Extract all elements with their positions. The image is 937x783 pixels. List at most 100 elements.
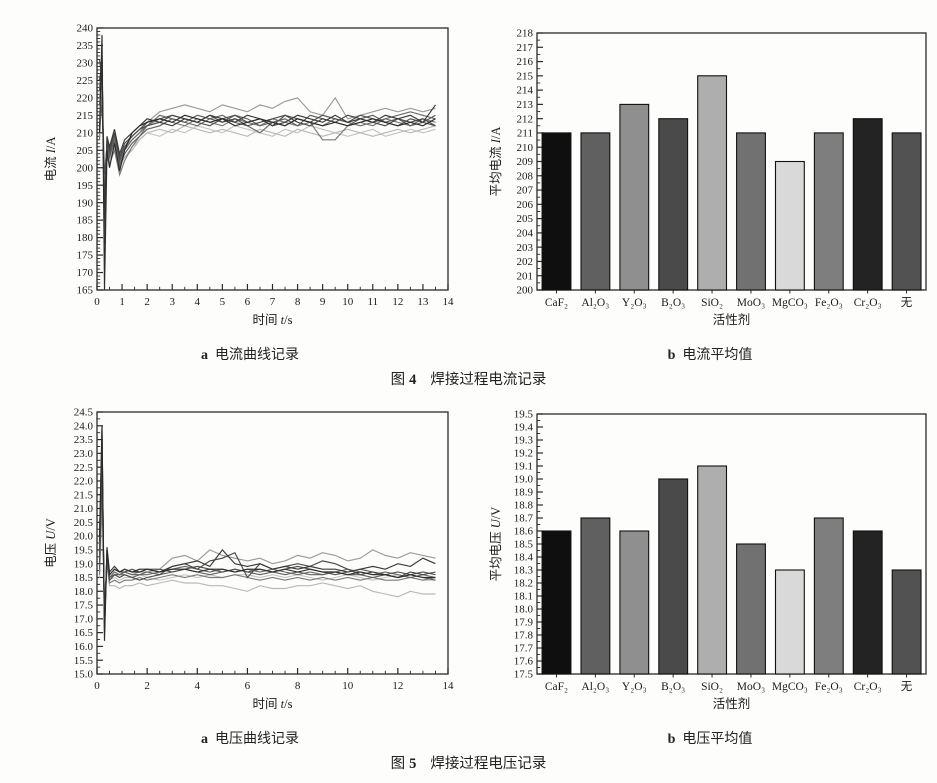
current-bars-group: 200 201 202 203 204 205 206 207 208 209 210 211 212 2…: [489, 28, 927, 327]
y-axis-title: 电流 I/A: [44, 137, 58, 182]
x-axis-title: 活性剂: [713, 312, 751, 327]
bar-6: [774, 160, 805, 291]
y-tick-label: 165: [77, 285, 94, 297]
category-label: Al₂O₃: [581, 297, 609, 309]
x-tick-label: 4: [195, 296, 201, 308]
y-axis-title: 电压 U/V: [44, 518, 58, 568]
x-axis: CaF₂ Al₂O₃ Y₂O₃ B₂O₃ SiO₂ MoO₃ MgCO₃ Fe₂O₃ Cr₂O₃…: [545, 674, 913, 711]
figure-number: 4: [409, 372, 417, 388]
bar-4: [697, 465, 728, 675]
series-line-6: [98, 55, 436, 245]
y-tick-label: 201: [517, 270, 534, 282]
y-tick-label: 210: [517, 142, 534, 154]
y-axis: 15.0 15.5 16.0 16.5 17.017.5 18.0 18.5 19.0 19.5…: [44, 407, 103, 681]
x-tick-label: 7: [270, 296, 276, 308]
bar-9: [891, 569, 922, 675]
category-label: Cr₂O₃: [854, 681, 882, 693]
series-line-5: [98, 458, 436, 619]
y-tick-label: 215: [517, 70, 534, 82]
y-tick-label: 18.0: [514, 604, 534, 616]
bar-7: [813, 517, 844, 675]
subcaption-b-voltage: b 电压平均值: [485, 728, 935, 748]
bar-2: [619, 530, 650, 675]
series-line-0: [98, 467, 436, 611]
y-tick-label: 208: [517, 170, 534, 182]
y-tick-label: 18.8: [514, 500, 534, 512]
series-line-9: [98, 34, 436, 291]
y-tick-label: 17.5: [74, 600, 94, 612]
y-tick-label: 22.0: [74, 476, 94, 488]
category-label: Y₂O₃: [622, 681, 647, 693]
x-tick-label: 12: [392, 680, 403, 692]
x-tick-label: 14: [443, 680, 455, 692]
subcaption-letter: a: [201, 732, 208, 747]
subcaption-a-current: a 电流曲线记录: [40, 344, 460, 364]
y-tick-label: 185: [77, 215, 94, 227]
y-tick-label: 175: [77, 250, 94, 262]
x-tick-label: 6: [245, 680, 251, 692]
category-label: CaF₂: [545, 297, 568, 309]
y-tick-label: 19.5: [74, 544, 94, 556]
figure5-caption: 图 5 焊接过程电压记录: [0, 752, 937, 773]
y-axis-title: 平均电流 I/A: [489, 127, 503, 197]
figure-word: 图: [390, 756, 406, 772]
x-tick-label: 4: [195, 680, 201, 692]
y-tick-label: 215: [77, 110, 94, 122]
y-axis: 165 170 175 180 185 190 195 200 205 210 215 220 225 2…: [44, 23, 103, 297]
series-line-7: [98, 472, 436, 614]
y-tick-label: 209: [517, 156, 534, 168]
x-tick-label: 8: [295, 296, 301, 308]
figure4-caption: 图 4 焊接过程电流记录: [0, 368, 937, 389]
current-line-chart: 1651701751801851901952002052102152202252…: [44, 23, 454, 327]
series-line-3: [98, 486, 436, 608]
y-tick-label: 204: [517, 227, 534, 239]
y-tick-label: 24.0: [74, 420, 94, 432]
figure-title: 焊接过程电流记录: [430, 372, 547, 388]
y-tick-label: 212: [517, 113, 534, 125]
y-tick-label: 18.7: [514, 513, 534, 525]
category-label: CaF₂: [545, 681, 568, 693]
y-tick-label: 17.7: [514, 643, 534, 655]
bar-1: [580, 517, 611, 675]
y-tick-label: 15.5: [74, 655, 94, 667]
subcaption-b-current: b 电流平均值: [485, 344, 935, 364]
y-tick-label: 18.5: [74, 572, 94, 584]
x-tick-label: 3: [169, 296, 175, 308]
series-line-4: [98, 453, 436, 622]
figure-number: 5: [409, 756, 417, 772]
bar-0: [541, 132, 572, 291]
category-label: Cr₂O₃: [854, 297, 882, 309]
x-tick-label: 2: [144, 680, 150, 692]
y-tick-label: 17.9: [514, 617, 534, 629]
bar-8: [852, 118, 883, 291]
bar-1: [580, 132, 611, 291]
series-line-8: [98, 428, 436, 633]
x-tick-label: 11: [367, 296, 378, 308]
x-tick-label: 14: [443, 296, 455, 308]
x-tick-label: 10: [342, 680, 354, 692]
bars: [541, 75, 922, 291]
bar-6: [774, 569, 805, 675]
y-tick-label: 220: [77, 92, 94, 104]
y-tick-label: 18.2: [514, 578, 533, 590]
bar-8: [852, 530, 883, 675]
subcaption-text: 电流平均值: [682, 348, 753, 363]
y-tick-label: 22.5: [74, 462, 94, 474]
subcaption-letter: b: [667, 348, 676, 363]
x-tick-label: 0: [94, 296, 100, 308]
series-line-2: [98, 439, 436, 625]
y-tick-label: 210: [77, 127, 94, 139]
category-label: B₂O₃: [661, 681, 685, 693]
y-axis: 200 201 202 203 204 205 206 207 208 209 210 211 212 2…: [489, 28, 543, 297]
y-tick-label: 200: [517, 285, 534, 297]
y-tick-label: 21.5: [74, 489, 94, 501]
y-tick-label: 20.5: [74, 517, 94, 529]
y-tick-label: 230: [77, 58, 94, 70]
current-lines-group: 1651701751801851901952002052102152202252…: [44, 23, 454, 327]
subcaption-text: 电压平均值: [682, 732, 753, 747]
y-tick-label: 203: [517, 242, 534, 254]
y-tick-label: 24.5: [74, 407, 94, 419]
y-tick-label: 21.0: [74, 503, 94, 515]
bar-3: [658, 118, 689, 291]
